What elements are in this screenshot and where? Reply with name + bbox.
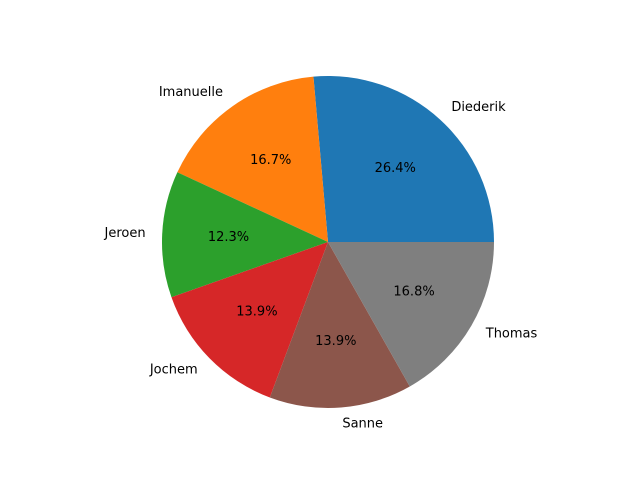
pie-slices (161, 75, 494, 409)
slice-label-jochem: Jochem (149, 362, 198, 377)
slice-percent-imanuelle: 16.7% (250, 153, 291, 168)
slice-percent-jeroen: 12.3% (208, 230, 249, 245)
pie-slice-jeroen (161, 172, 328, 298)
slice-label-imanuelle: Imanuelle (159, 85, 223, 100)
pie-slice-jochem (171, 242, 328, 398)
pie-slice-sanne (269, 242, 410, 409)
pie-slice-imanuelle (177, 76, 328, 242)
slice-percent-diederik: 26.4% (375, 161, 416, 176)
pie-labels: Diederik 26.4% Imanuelle 16.7% Jeroen 12.3% Jo… (104, 85, 538, 431)
slice-percent-sanne: 13.9% (315, 334, 356, 349)
slice-label-sanne: Sanne (342, 417, 383, 432)
slice-label-thomas: Thomas (485, 326, 538, 341)
pie-slice-diederik (313, 75, 494, 242)
slice-label-diederik: Diederik (451, 100, 506, 115)
slice-percent-thomas: 16.8% (393, 285, 434, 300)
slice-label-jeroen: Jeroen (104, 226, 146, 241)
slice-percent-jochem: 13.9% (236, 304, 277, 319)
pie-slice-thomas (328, 242, 494, 387)
